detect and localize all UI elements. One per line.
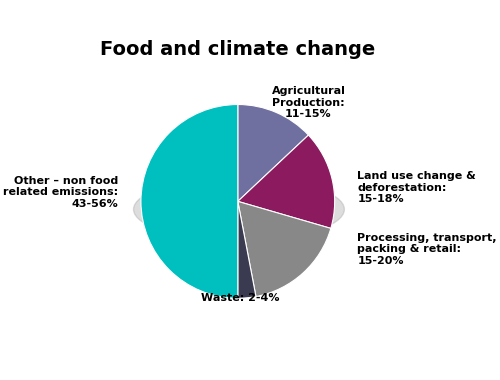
Text: Waste: 2-4%: Waste: 2-4% [201,293,280,302]
Text: Land use change &
deforestation:
15-18%: Land use change & deforestation: 15-18% [358,171,476,204]
Ellipse shape [134,178,344,241]
Wedge shape [238,201,256,298]
Text: Processing, transport,
packing & retail:
15-20%: Processing, transport, packing & retail:… [358,233,497,266]
Wedge shape [238,201,331,296]
Wedge shape [141,105,238,298]
Text: Agricultural
Production:
11-15%: Agricultural Production: 11-15% [272,86,345,119]
Wedge shape [238,135,334,228]
Text: Other – non food
related emissions:
43-56%: Other – non food related emissions: 43-5… [3,176,118,209]
Wedge shape [238,105,308,201]
Title: Food and climate change: Food and climate change [100,40,375,59]
